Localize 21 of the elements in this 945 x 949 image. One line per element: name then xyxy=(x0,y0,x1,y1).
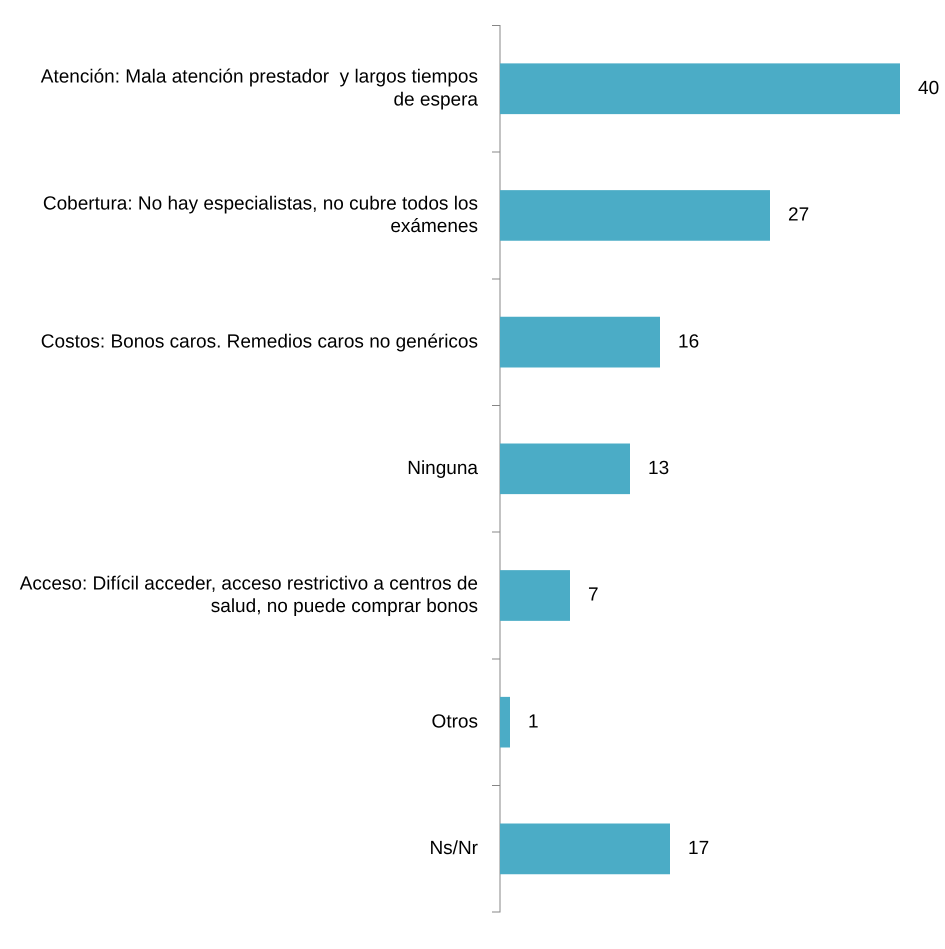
y-tick-label: Atención: Mala atención prestador y largos tiempos de espera xyxy=(40,66,478,110)
bar xyxy=(500,190,770,241)
y-tick-label: Costos: Bonos caros. Remedios caros no genéricos xyxy=(40,331,478,352)
bar xyxy=(500,570,570,621)
data-label: 27 xyxy=(788,204,810,226)
bar xyxy=(500,443,630,494)
data-label: 7 xyxy=(588,584,599,606)
data-label: 16 xyxy=(678,331,700,352)
bar xyxy=(500,696,510,748)
data-label: 40 xyxy=(918,78,940,99)
y-tick-label: Ns/Nr xyxy=(429,838,479,860)
bar xyxy=(500,316,660,368)
y-tick-label: Otros xyxy=(432,711,478,732)
bar xyxy=(500,824,670,874)
y-tick-label: Acceso: Difícil acceder, acceso restrictivo a centros de salud, no puede comprar bonos xyxy=(20,573,478,618)
bar xyxy=(500,63,900,114)
data-label: 13 xyxy=(648,458,670,480)
data-label: 1 xyxy=(528,711,539,732)
data-label: 17 xyxy=(688,838,710,860)
y-tick-label: Cobertura: No hay especialistas, no cubre todos los exámenes xyxy=(42,193,478,238)
y-tick-label: Ninguna xyxy=(407,458,478,480)
